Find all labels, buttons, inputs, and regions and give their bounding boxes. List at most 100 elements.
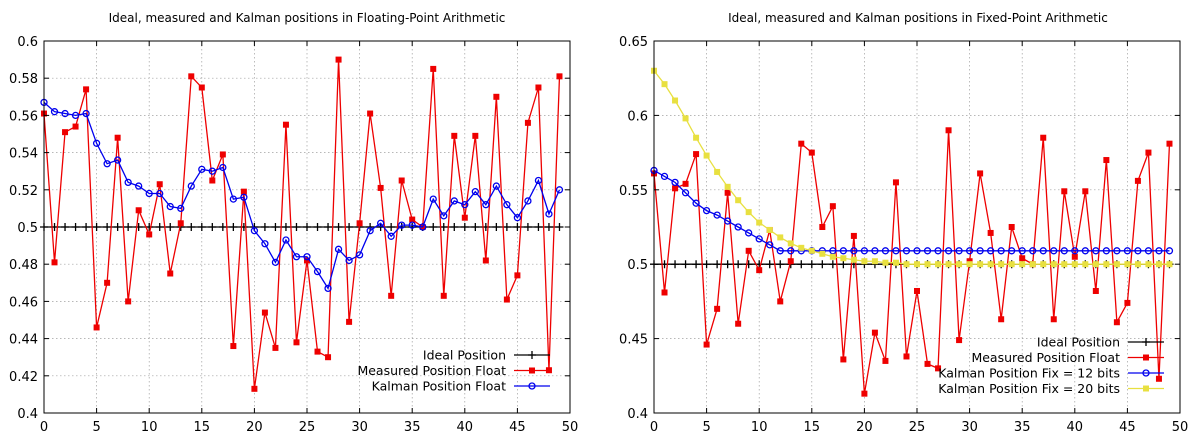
data-point xyxy=(777,234,784,241)
data-point xyxy=(1082,188,1089,195)
data-point xyxy=(103,160,111,168)
data-point xyxy=(303,253,311,261)
data-point xyxy=(272,344,279,351)
data-point xyxy=(282,121,289,128)
data-point xyxy=(1166,261,1173,268)
data-point xyxy=(208,167,216,175)
data-point xyxy=(282,236,290,244)
data-point xyxy=(134,223,143,231)
y-tick-label: 0.4 xyxy=(627,407,648,422)
data-point xyxy=(1134,261,1141,268)
data-point xyxy=(251,385,258,392)
x-tick-label: 15 xyxy=(194,420,211,435)
x-tick-label: 30 xyxy=(961,420,978,435)
data-point xyxy=(724,189,731,196)
x-tick-label: 0 xyxy=(650,420,658,435)
data-point xyxy=(1113,247,1121,255)
data-point xyxy=(72,123,79,130)
data-point xyxy=(1102,247,1111,255)
y-tick-label: 0.6 xyxy=(627,109,648,124)
data-point xyxy=(124,178,132,187)
data-point xyxy=(1008,261,1015,268)
data-point xyxy=(672,97,679,104)
data-point xyxy=(1155,375,1162,382)
data-point xyxy=(345,223,354,231)
data-point xyxy=(734,260,743,269)
data-point xyxy=(166,202,174,211)
data-point xyxy=(735,197,742,204)
data-point xyxy=(71,111,80,120)
legend-swatch-marker xyxy=(528,351,536,359)
data-point xyxy=(945,261,952,268)
data-point xyxy=(1018,247,1026,255)
data-point xyxy=(1029,247,1037,255)
data-point xyxy=(956,337,963,344)
legend-label: Measured Position Float xyxy=(971,350,1120,365)
data-point xyxy=(261,309,268,316)
data-point xyxy=(798,140,805,147)
data-point xyxy=(156,189,164,198)
data-point xyxy=(850,256,857,263)
data-point xyxy=(913,247,921,255)
data-point xyxy=(62,129,69,136)
data-point xyxy=(387,232,395,240)
data-point xyxy=(819,224,826,230)
data-point xyxy=(787,258,794,265)
data-point xyxy=(977,261,984,268)
x-tick-label: 40 xyxy=(1067,420,1084,435)
data-point xyxy=(50,108,59,116)
x-tick-label: 30 xyxy=(351,420,368,435)
data-point xyxy=(313,223,322,231)
data-point xyxy=(292,223,301,231)
data-point xyxy=(1145,149,1152,156)
data-point xyxy=(271,258,280,266)
data-point xyxy=(461,214,468,221)
data-point xyxy=(702,206,711,215)
data-point xyxy=(787,240,794,247)
data-point xyxy=(966,261,973,268)
x-tick-label: 35 xyxy=(1014,420,1031,435)
data-point xyxy=(366,223,375,231)
data-point xyxy=(113,223,122,231)
data-point xyxy=(1061,261,1068,268)
chart-title: Ideal, measured and Kalman positions in … xyxy=(728,11,1108,25)
data-point xyxy=(882,357,889,364)
data-point xyxy=(935,261,942,268)
data-point xyxy=(892,247,900,255)
data-point xyxy=(524,119,531,126)
data-point xyxy=(998,261,1005,268)
data-point xyxy=(934,247,942,255)
data-point xyxy=(261,240,269,248)
data-point xyxy=(124,223,133,231)
data-point xyxy=(1155,247,1163,255)
data-point xyxy=(229,195,238,203)
data-point xyxy=(766,226,773,233)
data-point xyxy=(324,223,333,231)
x-tick-label: 5 xyxy=(92,420,100,435)
legend-swatch-marker xyxy=(528,382,536,390)
data-point xyxy=(156,181,163,188)
data-point xyxy=(807,260,816,269)
data-point xyxy=(314,348,321,355)
y-tick-label: 0.6 xyxy=(17,35,38,50)
data-point xyxy=(881,247,890,255)
legend-item: Kalman Position Fix = 12 bits xyxy=(938,366,1164,381)
data-point xyxy=(998,316,1005,323)
data-point xyxy=(461,201,469,209)
data-point xyxy=(229,223,238,231)
data-point xyxy=(713,211,721,219)
data-point xyxy=(398,221,406,229)
data-point xyxy=(114,134,121,141)
data-point xyxy=(51,259,58,266)
data-point xyxy=(240,188,247,195)
data-point xyxy=(366,227,374,235)
data-point xyxy=(513,214,522,222)
data-point xyxy=(714,305,721,312)
x-tick-label: 40 xyxy=(457,420,474,435)
data-point xyxy=(986,247,995,255)
data-point xyxy=(1113,261,1120,268)
data-point xyxy=(661,81,668,88)
data-point xyxy=(797,260,806,269)
data-point xyxy=(735,320,742,327)
data-point xyxy=(376,219,385,227)
